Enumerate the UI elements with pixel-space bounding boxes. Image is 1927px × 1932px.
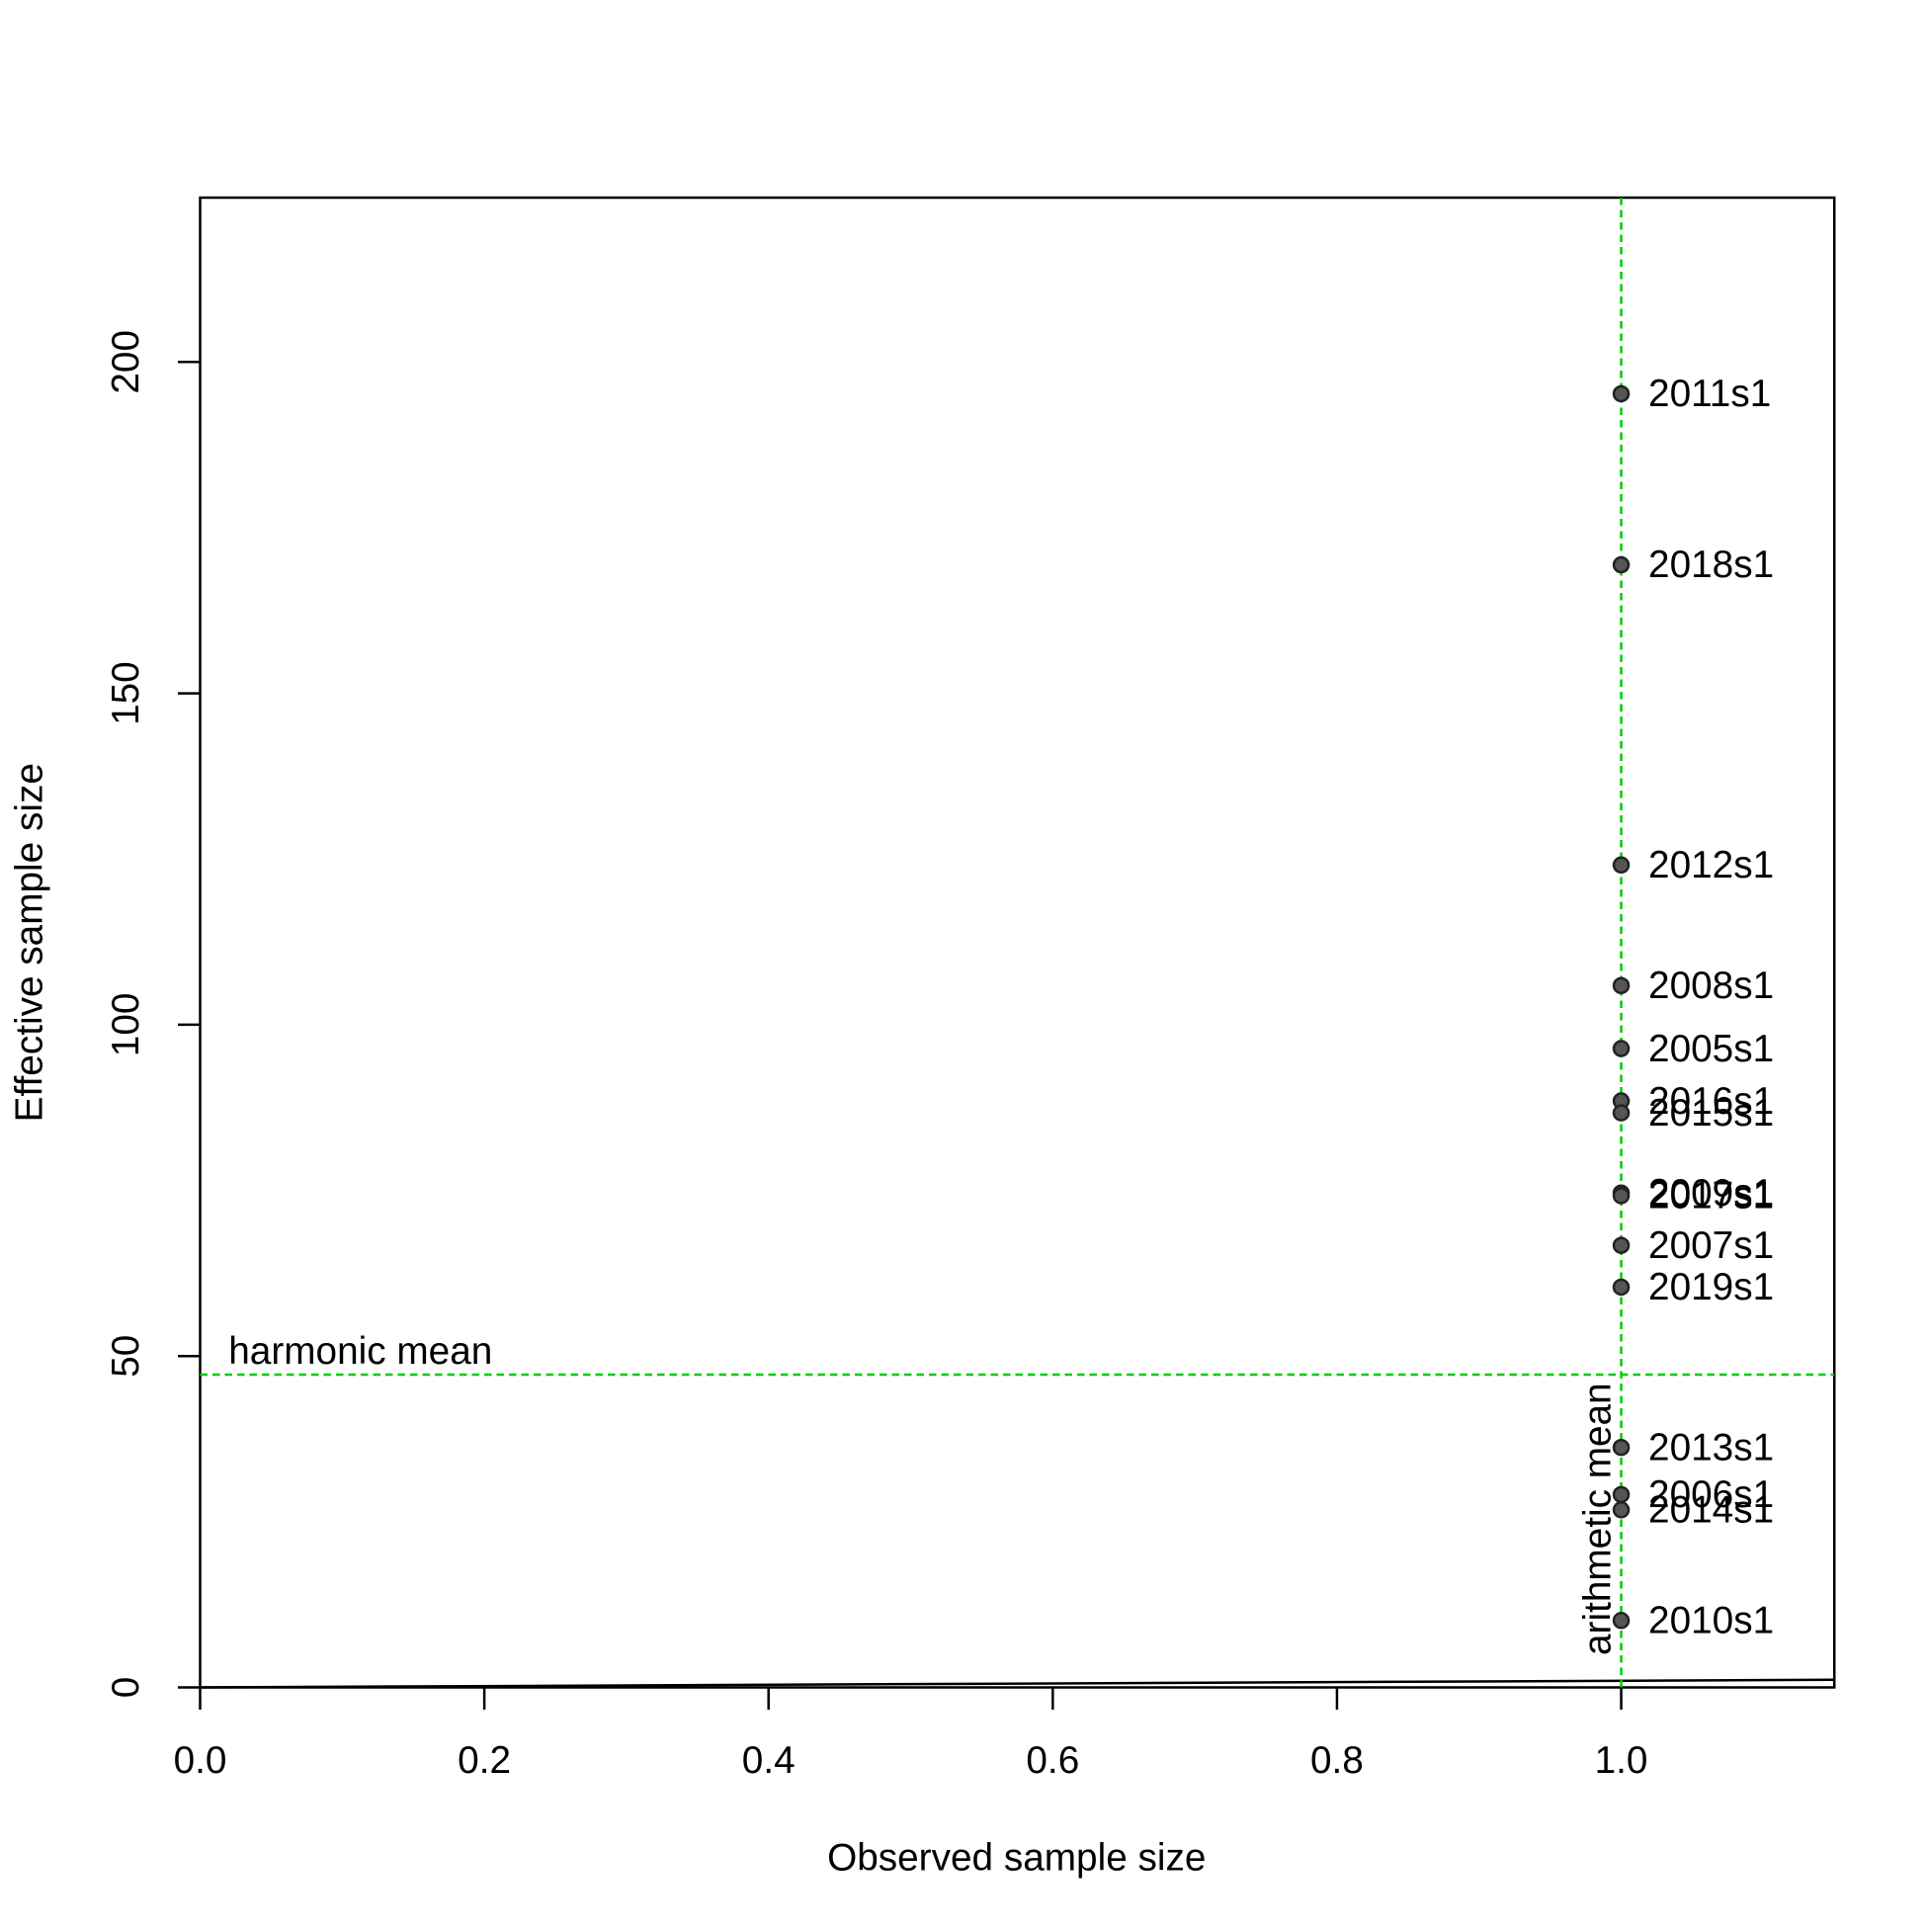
- point-label: 2015s1: [1648, 1092, 1774, 1134]
- point-label: 2013s1: [1648, 1426, 1774, 1469]
- point: [1612, 1040, 1631, 1057]
- y-tick-label: 0: [105, 1677, 147, 1699]
- x-axis-label: Observed sample size: [827, 1837, 1206, 1880]
- point: [1612, 384, 1631, 403]
- point-label: 2005s1: [1648, 1028, 1774, 1070]
- point-label: 2019s1: [1648, 1266, 1774, 1308]
- y-tick-label: 200: [105, 330, 147, 394]
- point-label: 2018s1: [1648, 544, 1774, 586]
- y-tick-label: 50: [105, 1335, 147, 1378]
- point: [1612, 1236, 1631, 1254]
- x-tick-label: 1.0: [1595, 1739, 1648, 1782]
- point-label: 2010s1: [1648, 1600, 1774, 1642]
- point: [1612, 1485, 1631, 1504]
- x-tick-label: 0.8: [1310, 1739, 1364, 1782]
- identity-line: [200, 1678, 1835, 1689]
- point: [1612, 1438, 1631, 1457]
- plot-frame: [199, 196, 1836, 1689]
- x-tick-label: 0.0: [174, 1739, 227, 1782]
- point: [1612, 1612, 1631, 1630]
- point-label: 2014s1: [1648, 1489, 1774, 1532]
- point: [1612, 856, 1631, 875]
- point: [1612, 1501, 1631, 1519]
- x-tick-label: 0.4: [742, 1739, 796, 1782]
- point-label: 2012s1: [1648, 844, 1774, 886]
- point-label: 2017s1: [1648, 1175, 1774, 1218]
- point: [1612, 1187, 1631, 1205]
- point-label: 2009s1: [1648, 1172, 1774, 1215]
- point-label: 2008s1: [1648, 965, 1774, 1007]
- y-axis-label: Effective sample size: [9, 763, 51, 1122]
- point: [1612, 1278, 1631, 1297]
- point-label: 2006s1: [1648, 1473, 1774, 1516]
- x-tick-label: 0.2: [458, 1739, 511, 1782]
- point-label: 2007s1: [1648, 1224, 1774, 1267]
- y-tick-label: 100: [105, 993, 147, 1057]
- x-tick-label: 0.6: [1026, 1739, 1079, 1782]
- point: [1612, 1104, 1631, 1122]
- point: [1612, 555, 1631, 574]
- point-label: 2016s1: [1648, 1080, 1774, 1123]
- arithmetic-mean-label: arithmetic mean: [1577, 1383, 1620, 1655]
- point-label: 2011s1: [1648, 373, 1771, 415]
- point: [1612, 976, 1631, 995]
- y-tick-label: 150: [105, 661, 147, 725]
- harmonic-mean-label: harmonic mean: [228, 1330, 492, 1373]
